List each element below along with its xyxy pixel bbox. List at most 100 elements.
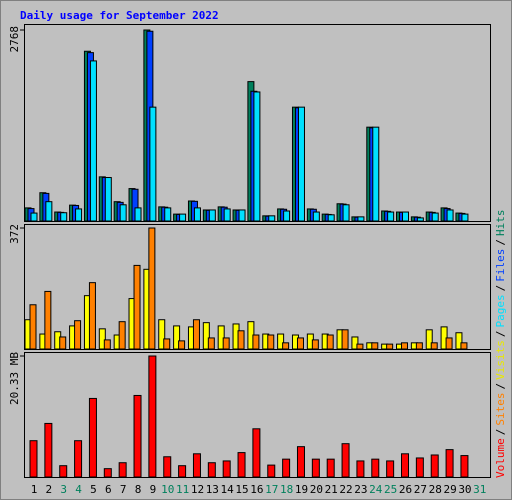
bar [356,343,364,350]
bar [416,217,424,222]
legend: Volume / Sites / Visits / Pages / Files / Hits [494,210,507,479]
bar [430,342,438,350]
x-tick-label: 10 [161,483,174,496]
x-tick-label: 22 [339,483,352,496]
legend-separator: / [494,239,507,246]
bar [282,342,290,350]
bar [460,455,469,478]
bar [30,212,38,222]
bar [163,338,171,350]
bar [29,304,37,350]
bar [148,227,156,350]
bar [312,211,320,222]
bar [158,319,166,350]
x-tick-label: 9 [150,483,157,496]
legend-entry: Pages [494,294,507,327]
bar [401,453,409,478]
bar [386,460,395,478]
bar [164,207,172,222]
bar [98,328,106,350]
bar [460,342,468,350]
legend-separator: / [494,429,507,436]
bar [342,204,350,222]
bar [327,214,335,222]
bar [134,207,142,222]
bar [357,216,365,222]
x-tick-label: 4 [75,483,82,496]
bar [311,458,320,478]
bar [311,339,319,350]
bar [192,453,201,478]
bar [296,446,305,478]
x-tick-label: 12 [191,483,204,496]
bar [118,462,127,478]
bar [207,462,216,478]
bar [44,290,52,350]
chart-title: Daily usage for September 2022 [20,9,219,22]
bar [430,454,439,478]
bar [326,334,334,350]
bar [415,342,423,350]
bar [267,334,275,350]
x-tick-label: 17 [265,483,278,496]
bar [461,213,469,222]
bar [372,126,380,222]
bar [44,422,53,478]
bar [119,204,127,222]
bar [282,458,291,478]
x-tick-label: 21 [325,483,338,496]
bar [401,342,408,350]
x-tick-label: 18 [280,483,293,496]
bar [267,464,276,478]
x-tick-label: 5 [90,483,97,496]
bar [178,340,186,350]
bar [277,333,285,350]
x-tick-label: 16 [250,483,263,496]
bar [207,337,215,350]
x-tick-label: 6 [105,483,112,496]
bar [163,456,172,478]
y-tick-label: 372 [8,224,21,244]
bar [297,106,305,222]
bar [402,211,409,222]
bar [173,325,181,350]
bar [223,208,231,222]
bar [222,460,231,478]
bar [237,330,245,350]
legend-entry: Volume [494,438,507,478]
bar [238,209,246,222]
bar [192,319,200,350]
bar [29,440,38,478]
x-tick-label: 11 [176,483,189,496]
x-tick-label: 20 [310,483,323,496]
bar [74,320,82,350]
bar [237,452,246,478]
legend-entry: Sites [494,393,507,426]
bar [326,458,335,478]
bar [103,339,111,350]
bar [371,458,380,478]
bar [75,208,83,222]
y-tick-label: 2768 [8,26,21,53]
x-tick-label: 24 [369,483,383,496]
bar [193,207,201,222]
bar [88,397,97,478]
bar [431,212,439,222]
bar [149,106,157,222]
bar [59,336,67,350]
bar [133,394,142,478]
bar [60,212,68,222]
x-tick-label: 15 [235,483,248,496]
bar [118,321,126,350]
bar [425,329,433,350]
x-tick-label: 30 [458,483,471,496]
x-tick-label: 29 [443,483,456,496]
x-tick-label: 13 [206,483,219,496]
bar [446,209,454,222]
bar [356,460,365,478]
bar [253,91,261,222]
bar [179,213,187,222]
bar [341,329,349,350]
